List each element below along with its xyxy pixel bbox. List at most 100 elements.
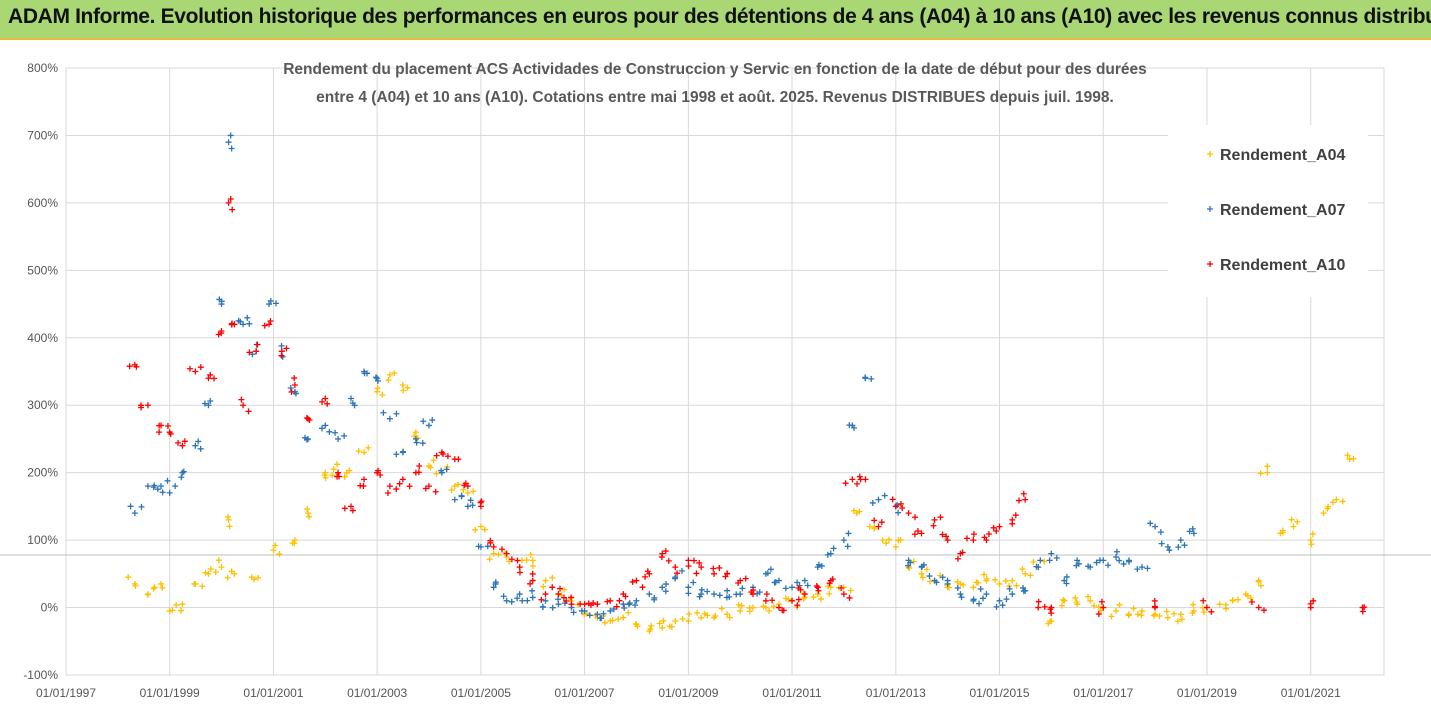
data-marker	[1164, 614, 1171, 621]
data-marker	[737, 607, 744, 614]
data-marker	[1200, 609, 1207, 616]
data-marker	[1178, 616, 1185, 623]
data-marker	[393, 451, 400, 458]
data-marker	[633, 577, 640, 584]
data-marker	[330, 466, 337, 473]
data-marker	[432, 488, 439, 495]
data-marker	[138, 503, 145, 510]
data-marker	[1020, 588, 1027, 595]
data-marker	[508, 598, 515, 605]
data-marker	[656, 620, 663, 627]
data-marker	[746, 604, 753, 611]
data-marker	[976, 600, 983, 607]
data-marker	[646, 591, 653, 598]
data-marker	[981, 534, 988, 541]
data-marker	[1320, 510, 1327, 517]
data-marker	[1105, 562, 1112, 569]
data-marker	[1158, 540, 1165, 547]
data-marker	[1163, 608, 1170, 615]
data-marker	[1125, 558, 1132, 565]
data-marker	[648, 622, 655, 629]
data-marker	[355, 448, 362, 455]
data-marker	[341, 473, 348, 480]
data-marker	[979, 595, 986, 602]
data-marker	[527, 580, 534, 587]
data-marker	[516, 591, 523, 598]
data-marker	[613, 603, 620, 610]
data-marker	[826, 580, 833, 587]
data-marker	[1264, 469, 1271, 476]
data-marker	[973, 579, 980, 586]
data-marker	[178, 474, 185, 481]
data-marker	[514, 595, 521, 602]
data-marker	[349, 507, 356, 514]
data-marker	[318, 425, 325, 432]
legend-label: Rendement_A07	[1220, 202, 1345, 219]
data-marker	[644, 568, 651, 575]
data-marker	[301, 434, 308, 441]
data-marker	[1009, 577, 1016, 584]
data-marker	[157, 483, 164, 490]
data-marker	[1058, 602, 1065, 609]
data-marker	[487, 537, 494, 544]
data-marker	[151, 584, 158, 591]
data-marker	[1113, 553, 1120, 560]
data-marker	[642, 573, 649, 580]
data-marker	[1075, 560, 1082, 567]
data-marker	[1244, 592, 1251, 599]
data-marker	[542, 597, 549, 604]
data-marker	[529, 557, 536, 564]
data-marker	[238, 396, 245, 403]
data-marker	[207, 397, 214, 404]
data-marker	[334, 461, 341, 468]
data-marker	[303, 415, 310, 422]
data-marker	[895, 509, 902, 516]
data-marker	[685, 584, 692, 591]
data-marker	[1063, 580, 1070, 587]
series-Rendement_A07	[127, 132, 1197, 622]
data-marker	[542, 591, 549, 598]
data-marker	[365, 444, 372, 451]
data-marker	[540, 583, 547, 590]
x-axis: 01/01/1997 01/01/1999 01/01/2001 01/01/2003…	[36, 686, 1341, 700]
y-tick-label: 800%	[27, 61, 58, 75]
data-marker	[391, 370, 398, 377]
data-marker	[1308, 541, 1315, 548]
data-marker	[1177, 537, 1184, 544]
data-marker	[607, 597, 614, 604]
y-axis: 800% 700% 600% 500% 400% 300% 200% 100% 0% -100%	[23, 61, 58, 682]
data-marker	[246, 349, 253, 356]
data-marker	[1085, 593, 1092, 600]
data-marker	[939, 574, 946, 581]
data-marker	[430, 457, 437, 464]
data-marker	[386, 371, 393, 378]
data-marker	[326, 428, 333, 435]
data-marker	[266, 301, 273, 308]
data-marker	[167, 430, 174, 437]
data-marker	[384, 490, 391, 497]
data-marker	[993, 603, 1000, 610]
data-marker	[1134, 611, 1141, 618]
data-marker	[393, 410, 400, 417]
data-marker	[555, 596, 562, 603]
data-marker	[1125, 612, 1132, 619]
data-marker	[1307, 537, 1314, 544]
data-marker	[983, 591, 990, 598]
data-marker	[851, 424, 858, 431]
data-marker	[227, 196, 234, 202]
data-marker	[733, 591, 740, 598]
data-marker	[659, 584, 666, 591]
data-marker	[464, 489, 471, 496]
data-marker	[374, 377, 381, 384]
data-marker	[1053, 555, 1060, 562]
data-marker	[240, 321, 247, 328]
data-marker	[514, 557, 521, 564]
data-marker	[760, 603, 767, 610]
data-marker	[598, 615, 605, 622]
data-marker	[192, 368, 199, 375]
data-marker	[996, 597, 1003, 604]
data-marker	[794, 579, 801, 586]
data-marker	[229, 206, 236, 213]
data-marker	[229, 320, 236, 327]
data-marker	[164, 423, 171, 430]
